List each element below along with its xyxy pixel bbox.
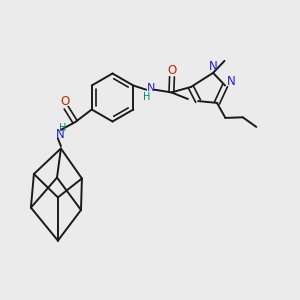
Text: N: N bbox=[56, 128, 64, 141]
Text: O: O bbox=[60, 95, 69, 108]
Text: N: N bbox=[147, 83, 155, 94]
Text: H: H bbox=[143, 92, 151, 103]
Text: N: N bbox=[209, 60, 218, 74]
Text: O: O bbox=[167, 64, 177, 77]
Text: H: H bbox=[59, 122, 66, 133]
Text: N: N bbox=[227, 75, 236, 88]
